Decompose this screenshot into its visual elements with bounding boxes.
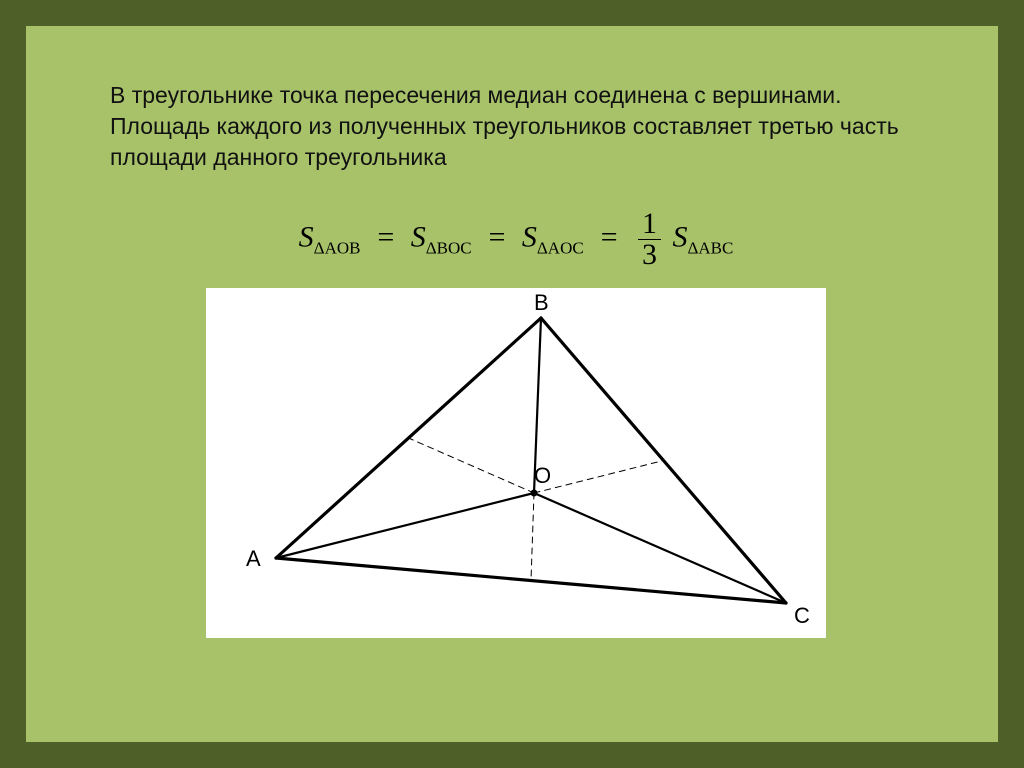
vertex-label-b: B [534,290,549,315]
vertex-label-c: C [794,603,810,628]
vertex-label-a: A [246,546,261,571]
formula: SΔAOB = SΔBOC = SΔAOC = 13 SΔABC [110,209,922,270]
triangle-diagram: A B C O [206,288,826,638]
slide: В треугольнике точка пересечения медиан … [26,26,998,742]
theorem-text: В треугольнике точка пересечения медиан … [110,80,922,173]
vertex-label-o: O [534,463,551,488]
